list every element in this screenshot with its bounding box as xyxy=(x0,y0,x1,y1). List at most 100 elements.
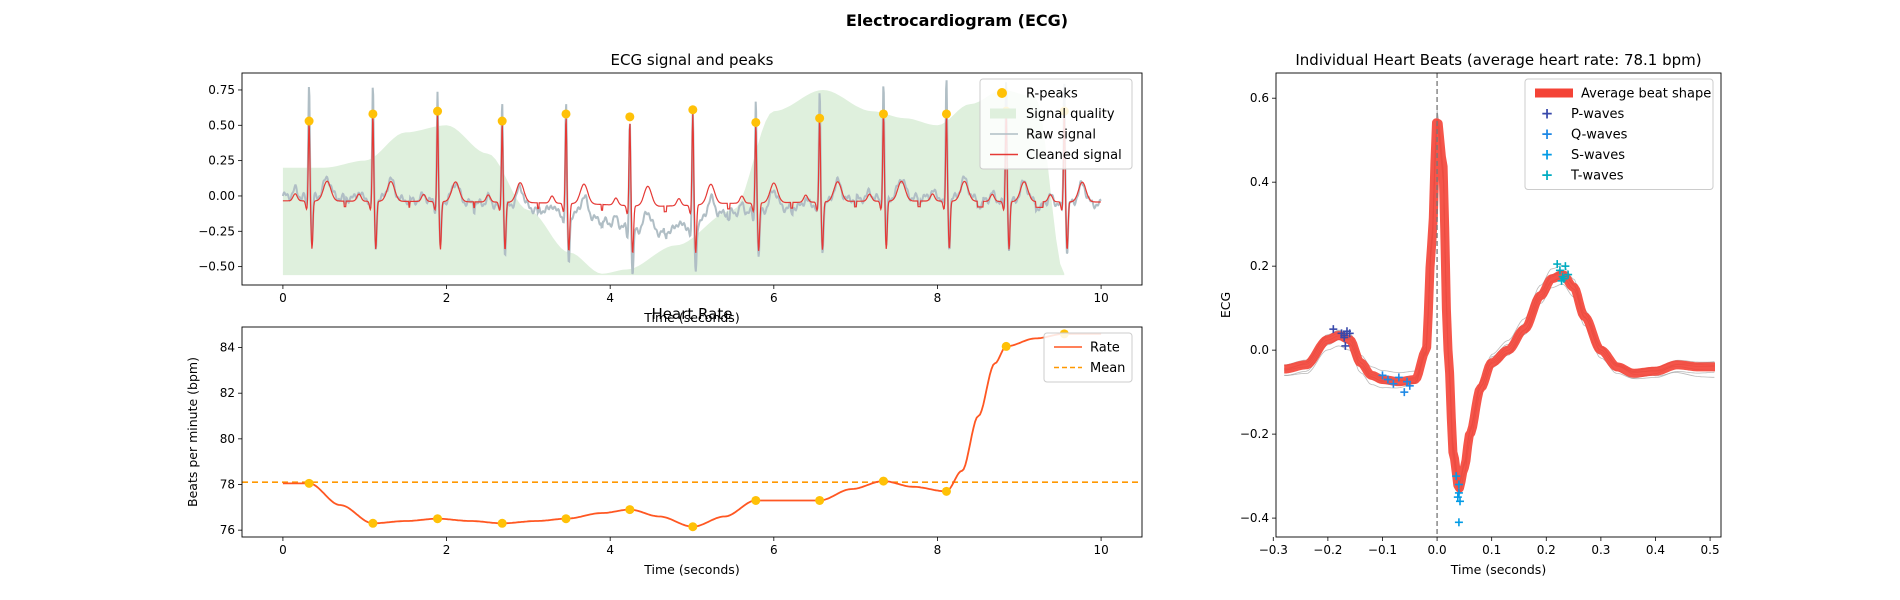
legend-label: Signal quality xyxy=(1026,107,1115,122)
plot-area xyxy=(242,327,1142,537)
y-tick-label: 0.00 xyxy=(208,189,235,203)
x-tick-label: 2 xyxy=(443,543,451,557)
y-tick-label: 82 xyxy=(220,386,235,400)
r-peak-marker xyxy=(561,109,571,119)
legend-patch xyxy=(990,108,1016,119)
average-beat-line xyxy=(1281,118,1718,493)
r-peak-marker xyxy=(815,113,825,123)
legend-label: P-waves xyxy=(1571,107,1625,122)
r-peak-marker xyxy=(625,112,635,122)
x-tick-label: 0 xyxy=(279,291,287,305)
plot-layer xyxy=(242,329,1142,532)
signal-quality-area xyxy=(282,90,1065,276)
legend-box xyxy=(979,78,1133,170)
axes-frame xyxy=(241,326,1143,538)
y-axis-label: ECG xyxy=(1218,292,1233,318)
t-wave-marker xyxy=(1564,270,1573,279)
x-tick-label: 4 xyxy=(606,543,614,557)
y-tick-label: −0.50 xyxy=(198,260,235,274)
x-tick-label: 0.2 xyxy=(1537,543,1556,557)
y-axis-label: Beats per minute (bpm) xyxy=(185,357,200,507)
t-wave-marker xyxy=(1561,262,1570,271)
heart-beats-panel: Individual Heart Beats (average heart ra… xyxy=(1218,51,1722,577)
s-wave-marker xyxy=(1454,480,1463,489)
rate-point xyxy=(433,514,443,524)
legend-marker xyxy=(997,88,1007,98)
legend-label: Raw signal xyxy=(1026,128,1096,143)
legend-label: Average beat shape xyxy=(1581,87,1711,102)
plot-layer xyxy=(1281,73,1718,537)
rate-point xyxy=(688,522,698,532)
axes-frame xyxy=(1275,72,1722,538)
x-tick-label: −0.2 xyxy=(1313,543,1342,557)
y-tick-label: 0.0 xyxy=(1250,343,1269,357)
x-tick-label: 0.3 xyxy=(1591,543,1610,557)
t-wave-marker xyxy=(1553,260,1562,269)
s-wave-marker xyxy=(1453,493,1462,502)
y-tick-label: 0.75 xyxy=(208,83,235,97)
r-peak-marker xyxy=(497,116,507,126)
y-tick-label: 0.6 xyxy=(1250,91,1269,105)
figure-title: Electrocardiogram (ECG) xyxy=(846,11,1068,30)
rate-point xyxy=(1001,341,1011,351)
x-axis-label: Time (seconds) xyxy=(643,310,739,325)
q-wave-marker xyxy=(1394,373,1403,382)
p-wave-marker xyxy=(1340,333,1349,342)
ecg-signal-panel: ECG signal and peaks 0 2 4 6 8 10 −0.50 −0.25 0.0… xyxy=(198,51,1143,325)
legend-marker: + xyxy=(1541,166,1554,184)
y-tick-label: −0.2 xyxy=(1240,427,1269,441)
s-wave-marker xyxy=(1452,472,1461,481)
legend-label: R-peaks xyxy=(1026,87,1078,102)
s-wave-marker xyxy=(1454,518,1463,527)
plot-layer xyxy=(281,80,1102,276)
legend-box xyxy=(1043,332,1133,383)
y-tick-label: −0.4 xyxy=(1240,511,1269,525)
y-tick-label: 80 xyxy=(220,432,235,446)
q-wave-marker xyxy=(1389,379,1398,388)
r-peak-marker xyxy=(304,116,314,126)
panel-title: ECG signal and peaks xyxy=(611,51,774,69)
legend-label: Rate xyxy=(1090,341,1120,356)
heart-rate-panel: Heart Rate 0 2 4 6 8 10 76 78 80 82 84 Time (seconds… xyxy=(185,305,1143,577)
y-tick-label: 78 xyxy=(220,478,235,492)
s-wave-marker xyxy=(1456,497,1465,506)
y-tick-label: 0.2 xyxy=(1250,259,1269,273)
x-tick-label: 10 xyxy=(1093,291,1108,305)
r-peak-marker xyxy=(941,109,951,119)
r-peak-marker xyxy=(433,106,443,116)
axes-frame xyxy=(241,72,1143,286)
p-wave-marker xyxy=(1341,341,1350,350)
rate-point xyxy=(497,518,507,528)
t-wave-marker xyxy=(1559,274,1568,283)
x-tick-label: 6 xyxy=(770,291,778,305)
x-tick-label: 2 xyxy=(443,291,451,305)
x-tick-label: 0 xyxy=(279,543,287,557)
rate-point xyxy=(751,495,761,505)
q-wave-marker xyxy=(1378,371,1387,380)
x-tick-label: −0.1 xyxy=(1368,543,1397,557)
legend-label: T-waves xyxy=(1570,169,1624,184)
x-tick-label: 8 xyxy=(934,291,942,305)
rate-point xyxy=(941,486,951,496)
legend-marker: + xyxy=(1541,125,1554,143)
legend-box xyxy=(1524,78,1714,190)
q-wave-marker xyxy=(1403,377,1412,386)
cleaned-signal-line xyxy=(282,111,1101,253)
x-tick-label: 8 xyxy=(934,543,942,557)
y-tick-label: 0.25 xyxy=(208,154,235,168)
p-wave-marker xyxy=(1345,329,1354,338)
q-wave-marker xyxy=(1400,388,1409,397)
rate-point xyxy=(304,478,314,488)
rate-point xyxy=(561,514,571,524)
x-tick-label: 0.4 xyxy=(1646,543,1665,557)
rate-point xyxy=(625,505,635,515)
y-tick-label: 0.50 xyxy=(208,118,235,132)
q-wave-marker xyxy=(1405,381,1414,390)
y-tick-label: 84 xyxy=(220,341,235,355)
rate-point xyxy=(878,476,888,486)
x-tick-label: 4 xyxy=(606,291,614,305)
legend-label: Mean xyxy=(1090,361,1125,376)
legend-label: Cleaned signal xyxy=(1026,148,1122,163)
r-peak-marker xyxy=(751,117,761,127)
